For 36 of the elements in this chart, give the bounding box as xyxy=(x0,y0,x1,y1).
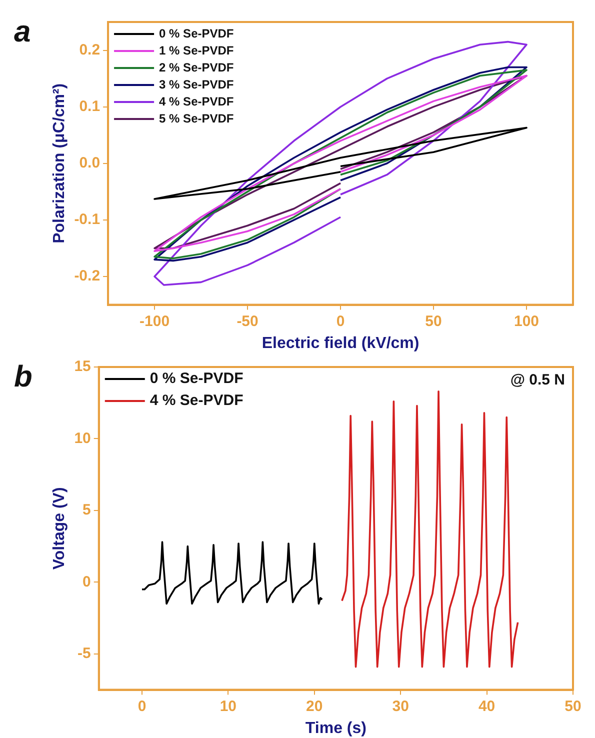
x-tick-label: 50 xyxy=(564,698,582,715)
y-tick-label: 15 xyxy=(74,358,91,376)
x-axis-title: Electric field (kV/cm) xyxy=(262,334,420,352)
x-tick-label: -50 xyxy=(236,312,258,330)
x-tick-label: 0 xyxy=(336,312,345,330)
legend-label: 3 % Se-PVDF xyxy=(159,77,234,92)
y-tick-label: 10 xyxy=(74,430,91,447)
text: a xyxy=(14,15,31,48)
x-tick-label: 10 xyxy=(220,698,237,715)
x-axis-title: Time (s) xyxy=(305,720,366,737)
legend-label: 0 % Se-PVDF xyxy=(150,370,244,388)
y-axis-title: Voltage (V) xyxy=(51,487,68,570)
y-tick-label: -5 xyxy=(78,645,91,662)
y-tick-label: 0 xyxy=(82,573,91,590)
legend-label: 2 % Se-PVDF xyxy=(159,60,234,74)
y-tick-label: 0.2 xyxy=(79,41,100,58)
legend-label: 0 % Se-PVDF xyxy=(159,26,234,40)
legend-label: 1 % Se-PVDF xyxy=(159,43,234,58)
x-tick-label: 100 xyxy=(514,312,540,330)
x-tick-label: 30 xyxy=(392,698,409,715)
x-tick-label: -100 xyxy=(140,312,170,330)
legend-label: 5 % Se-PVDF xyxy=(159,111,234,126)
text: b xyxy=(14,360,32,394)
x-tick-label: 0 xyxy=(138,698,146,715)
annotation: @ 0.5 N xyxy=(510,372,565,389)
x-tick-label: 50 xyxy=(425,312,442,330)
x-tick-label: 20 xyxy=(306,698,323,715)
legend-label: 4 % Se-PVDF xyxy=(159,94,234,108)
y-tick-label: 5 xyxy=(82,502,91,519)
y-tick-label: 0.1 xyxy=(79,98,100,115)
y-axis-title: Polarization (μC/cm²) xyxy=(51,83,68,244)
y-tick-label: -0.1 xyxy=(74,211,100,228)
y-tick-label: 0.0 xyxy=(79,154,100,172)
y-tick-label: -0.2 xyxy=(74,268,100,285)
legend-label: 4 % Se-PVDF xyxy=(150,392,244,410)
x-tick-label: 40 xyxy=(478,698,496,715)
